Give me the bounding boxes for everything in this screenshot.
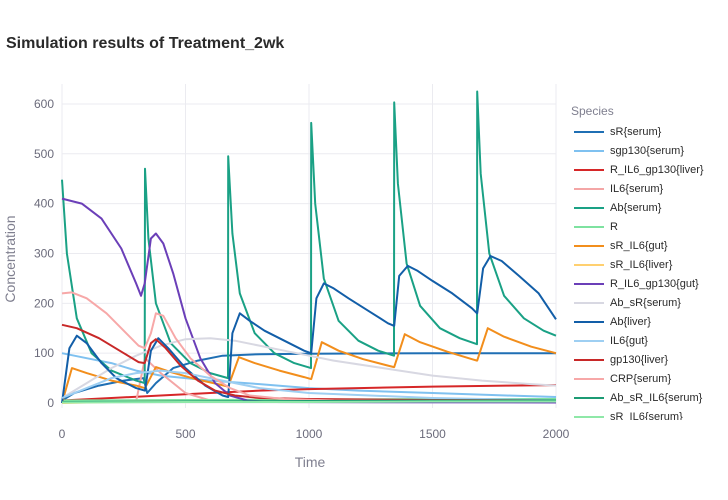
legend-item[interactable]: Ab{serum}: [571, 198, 721, 217]
legend-label: gp130{liver}: [610, 353, 669, 366]
legend-label: Ab_sR_IL6{serum}: [610, 391, 703, 404]
legend-item[interactable]: gp130{liver}: [571, 350, 721, 369]
y-tick-label: 600: [34, 97, 54, 111]
legend-swatch: [574, 396, 604, 399]
series-layer: [61, 90, 557, 404]
legend-label: R_IL6_gp130{liver}: [610, 163, 704, 176]
y-tick-label: 100: [34, 346, 54, 360]
legend-label: R: [610, 220, 618, 233]
legend-swatch: [574, 377, 604, 380]
legend-swatch: [574, 301, 604, 304]
legend-swatch: [574, 320, 604, 323]
series-line-15: [61, 400, 556, 404]
legend-swatch: [574, 206, 604, 209]
legend-swatch: [574, 225, 604, 228]
x-axis-label: Time: [295, 454, 326, 470]
legend-items: sR{serum} sgp130{serum} R_IL6_gp130{liver}…: [571, 122, 721, 420]
legend-swatch: [574, 187, 604, 190]
x-tick-label: 0: [59, 427, 66, 441]
legend-label: sR_IL6{serum}: [610, 410, 683, 421]
legend-label: Ab{serum}: [610, 201, 662, 214]
legend-item[interactable]: CRP{serum}: [571, 369, 721, 388]
legend-label: R_IL6_gp130{gut}: [610, 277, 699, 290]
legend-title: Species: [571, 104, 614, 118]
legend-swatch: [574, 168, 604, 171]
series-line-11: [61, 369, 557, 402]
legend-swatch: [574, 149, 604, 152]
legend-label: sgp130{serum}: [610, 144, 684, 157]
legend-swatch: [574, 339, 604, 342]
legend-item[interactable]: sR_IL6{serum}: [571, 407, 721, 420]
y-tick-label: 300: [34, 246, 54, 260]
y-axis-label: Concentration: [2, 215, 18, 302]
legend-label: Ab_sR{serum}: [610, 296, 681, 309]
legend-swatch: [574, 415, 604, 418]
x-tick-label: 500: [175, 427, 195, 441]
legend-item[interactable]: IL6{gut}: [571, 331, 721, 350]
legend-item[interactable]: sgp130{serum}: [571, 141, 721, 160]
legend-swatch: [574, 263, 604, 266]
x-tick-label: 1000: [296, 427, 323, 441]
y-tick-label: 200: [34, 296, 54, 310]
legend-label: sR_IL6{liver}: [610, 258, 673, 271]
legend-label: sR_IL6{gut}: [610, 239, 668, 252]
legend-item[interactable]: Ab{liver}: [571, 312, 721, 331]
legend-item[interactable]: IL6{serum}: [571, 179, 721, 198]
series-line-10: [61, 255, 557, 404]
series-line-8: [61, 197, 557, 404]
legend-item[interactable]: R_IL6_gp130{gut}: [571, 274, 721, 293]
series-line-9: [61, 337, 557, 399]
y-tick-label: 500: [34, 147, 54, 161]
tick-layer: 0 100 200 300 400 500 600 0 500 1000 1500 2000: [34, 97, 570, 441]
legend-item[interactable]: R_IL6_gp130{liver}: [571, 160, 721, 179]
series-line-13: [61, 291, 557, 403]
legend-item[interactable]: R: [571, 217, 721, 236]
legend-swatch: [574, 282, 604, 285]
legend: Species sR{serum} sgp130{serum} R_IL6_gp13…: [571, 104, 721, 420]
legend-label: Ab{liver}: [610, 315, 651, 328]
legend-label: IL6{serum}: [610, 182, 664, 195]
x-tick-label: 2000: [543, 427, 570, 441]
legend-label: sR{serum}: [610, 125, 662, 138]
grid-layer: [61, 84, 557, 408]
legend-item[interactable]: sR_IL6{gut}: [571, 236, 721, 255]
series-line-4: [61, 90, 557, 385]
chart-title: Simulation results of Treatment_2wk: [6, 35, 285, 52]
legend-item[interactable]: Ab_sR_IL6{serum}: [571, 388, 721, 407]
legend-item[interactable]: sR{serum}: [571, 122, 721, 141]
y-tick-label: 0: [47, 396, 54, 410]
legend-item[interactable]: sR_IL6{liver}: [571, 255, 721, 274]
legend-label: IL6{gut}: [610, 334, 648, 347]
y-tick-label: 400: [34, 197, 54, 211]
legend-item[interactable]: Ab_sR{serum}: [571, 293, 721, 312]
legend-swatch: [574, 358, 604, 361]
x-tick-label: 1500: [419, 427, 446, 441]
legend-swatch: [574, 244, 604, 247]
legend-label: CRP{serum}: [610, 372, 672, 385]
legend-swatch: [574, 130, 604, 133]
